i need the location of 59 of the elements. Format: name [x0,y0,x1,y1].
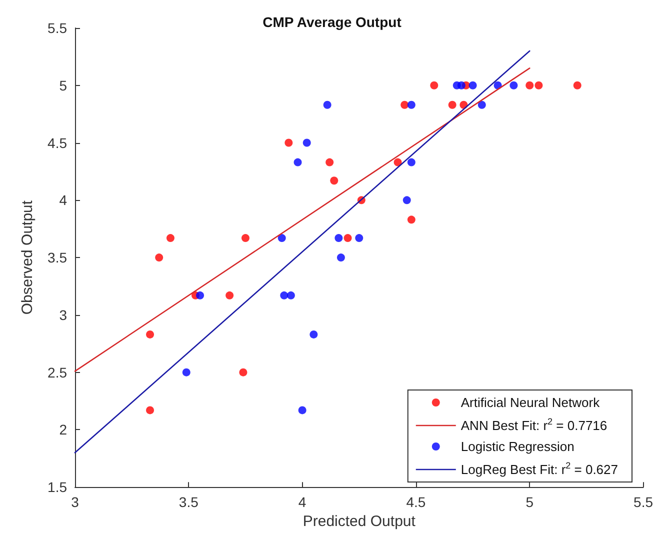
y-tick-label: 5.5 [48,20,68,36]
point [166,234,174,242]
point [407,158,416,166]
x-tick-label: 4.5 [406,494,426,510]
point [573,81,582,90]
point [302,138,311,147]
point [226,291,234,300]
point [407,216,416,224]
x-tick-label: 5 [526,494,534,510]
y-tick-label: 4.5 [48,134,68,151]
x-tick-label: 3.5 [178,494,199,510]
point [400,100,409,109]
point [196,291,204,300]
point [448,100,456,109]
point [182,368,190,376]
y-tick-label: 4 [59,192,68,208]
y-tick-label: 2 [59,422,68,438]
point [510,81,518,90]
y-tick-label: 1.5 [48,479,68,496]
point [146,406,154,414]
y-tick-label: 5 [59,77,68,94]
point [402,196,411,204]
legend-label: Artificial Neural Network [460,395,600,410]
point [239,368,248,376]
point [146,330,154,338]
x-tick-label: 5.5 [634,494,654,510]
point [298,406,306,414]
point [330,176,338,185]
point [534,81,543,90]
point [286,291,295,300]
legend-label: Logistic Regression [460,439,574,454]
point [280,291,288,300]
point [323,100,332,109]
point [310,330,318,338]
point [334,234,343,242]
x-tick-label: 3 [71,494,80,510]
point [344,234,352,242]
point [241,234,250,242]
point [430,81,438,90]
point [407,100,416,109]
point [355,234,364,242]
point [468,81,477,90]
point [326,158,334,166]
x-tick-label: 4 [298,494,306,510]
y-tick-label: 2.5 [48,364,68,380]
point [478,100,486,109]
chart-title: CMP Average Output [262,14,402,30]
point [336,254,345,262]
point [526,81,534,90]
point [294,158,302,166]
point [278,234,286,242]
y-axis-title: Observed Output [19,200,36,315]
y-tick-label: 3.5 [48,250,68,266]
point [284,138,293,147]
point [155,254,164,262]
y-tick-label: 3 [59,306,68,323]
x-axis-title: Predicted Output [302,513,416,530]
point [394,158,402,166]
point [457,81,466,90]
